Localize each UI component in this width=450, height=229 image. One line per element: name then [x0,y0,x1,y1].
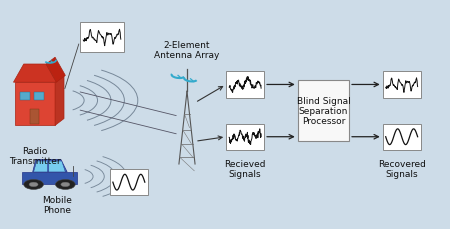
FancyBboxPatch shape [297,81,349,142]
Bar [20,93,30,100]
Polygon shape [14,65,56,83]
Polygon shape [22,172,77,185]
Text: Mobile
Phone: Mobile Phone [42,195,72,214]
Circle shape [24,180,44,190]
Polygon shape [46,58,65,83]
Bar [30,110,40,125]
Polygon shape [33,160,67,172]
Polygon shape [15,83,55,126]
FancyBboxPatch shape [226,72,264,98]
Polygon shape [34,161,47,172]
Polygon shape [55,76,64,126]
Circle shape [61,182,70,187]
Text: Blind Signal
Separation
Processor: Blind Signal Separation Processor [297,96,350,126]
Text: 2-Element
Antenna Array: 2-Element Antenna Array [154,41,220,60]
Text: Recieved
Signals: Recieved Signals [225,159,266,178]
FancyBboxPatch shape [382,124,421,150]
FancyBboxPatch shape [80,23,124,52]
Polygon shape [49,161,65,172]
Circle shape [55,180,75,190]
Bar [34,93,44,100]
Circle shape [29,182,38,187]
FancyBboxPatch shape [110,169,148,195]
Text: Radio
Transmitter: Radio Transmitter [9,146,61,166]
FancyBboxPatch shape [382,72,421,98]
Text: Recovered
Signals: Recovered Signals [378,159,426,178]
FancyBboxPatch shape [226,124,264,150]
